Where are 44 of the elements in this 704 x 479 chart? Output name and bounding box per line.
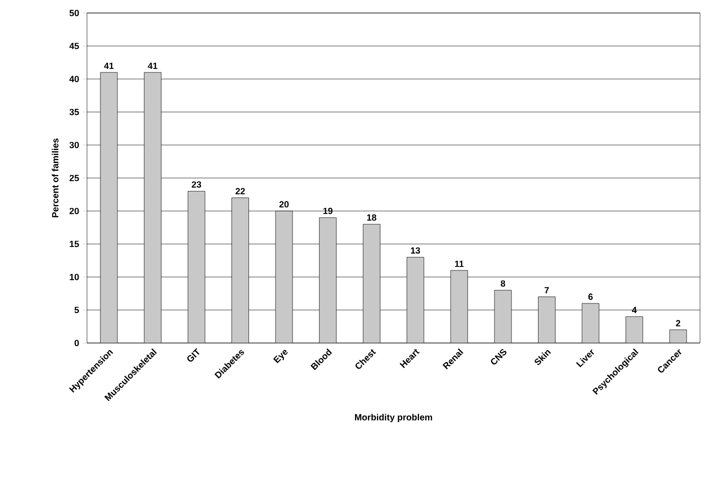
y-tick-label: 45 (69, 42, 79, 50)
y-tick-label: 0 (74, 340, 79, 346)
data-label: 6 (588, 294, 593, 300)
y-tick-label: 35 (69, 108, 79, 116)
data-label: 41 (148, 62, 158, 69)
x-axis-title: Morbidity problem (354, 414, 432, 422)
x-tick-label: Eye (273, 350, 288, 364)
x-tick-label: GIT (187, 348, 200, 362)
bar (450, 270, 468, 343)
y-tick-label: 10 (70, 274, 79, 280)
bar (275, 210, 293, 343)
data-label: 18 (367, 214, 376, 221)
y-tick-label: 15 (70, 240, 79, 248)
y-tick-label: 50 (70, 10, 79, 16)
data-label: 11 (455, 260, 464, 267)
bar (319, 217, 337, 343)
y-axis-title: Percent of families (52, 138, 58, 218)
data-label: 13 (410, 247, 420, 254)
data-label: 19 (323, 208, 332, 214)
y-tick-label: 25 (70, 174, 79, 182)
data-label: 20 (279, 201, 289, 208)
data-label: 4 (632, 306, 637, 314)
data-label: 2 (676, 320, 680, 326)
data-label: 23 (192, 181, 202, 188)
bar (669, 330, 687, 343)
x-tick-label: Skin (534, 350, 551, 365)
bar (362, 224, 380, 343)
bar (406, 257, 424, 343)
y-tick-label: 20 (70, 208, 79, 214)
bar (538, 296, 556, 343)
bar (232, 198, 249, 343)
data-label: 7 (544, 287, 549, 294)
bar (582, 303, 600, 343)
bar (494, 290, 512, 343)
bar (144, 72, 162, 343)
bar (188, 191, 206, 343)
y-tick-label: 5 (74, 306, 79, 314)
data-label: 8 (500, 280, 506, 287)
data-label: 41 (104, 62, 114, 69)
y-tick-label: 40 (69, 76, 79, 82)
bar (100, 72, 118, 343)
bar (626, 316, 644, 343)
data-label: 22 (236, 188, 245, 194)
y-tick-label: 30 (69, 142, 79, 148)
